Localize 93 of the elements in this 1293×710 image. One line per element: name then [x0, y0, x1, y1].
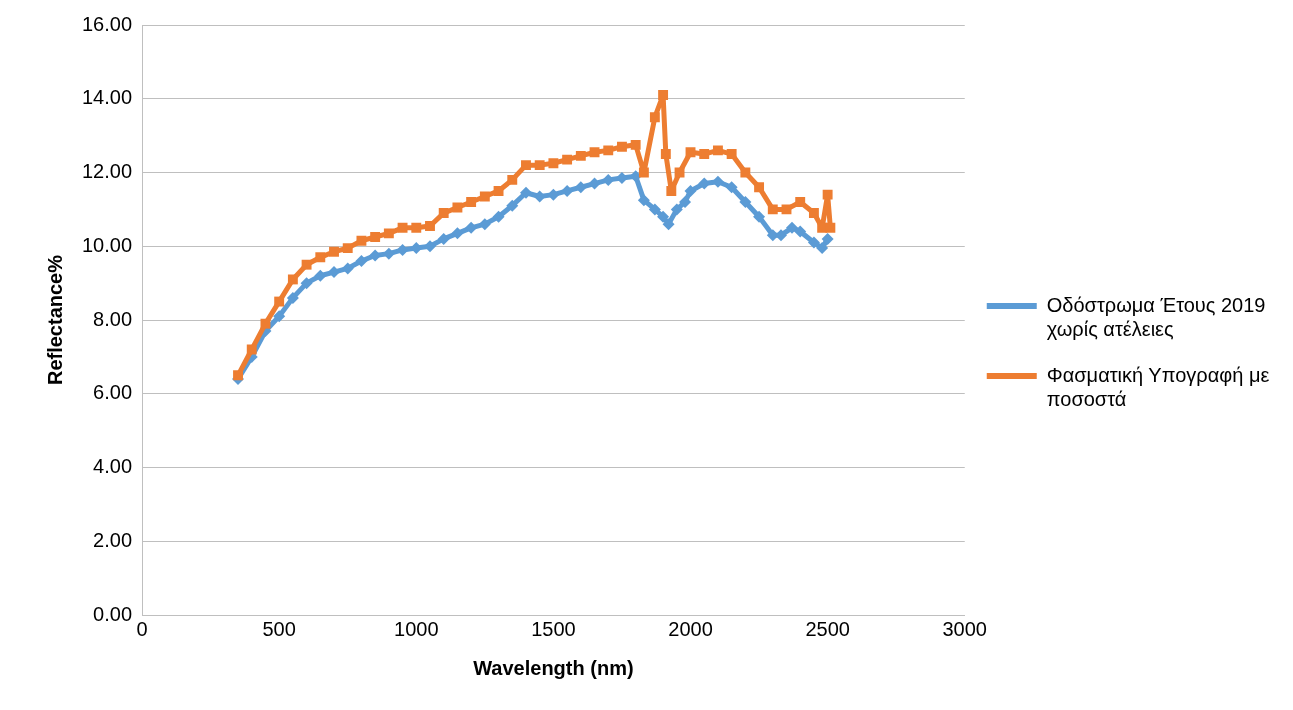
point: [638, 167, 649, 178]
point: [684, 184, 697, 197]
x-tick-label: 0: [136, 617, 148, 640]
y-tick-label: 4.00: [93, 455, 133, 478]
point: [637, 194, 650, 207]
point: [246, 344, 257, 355]
point: [785, 221, 798, 234]
x-tick-label: 500: [262, 617, 296, 640]
point: [273, 310, 286, 323]
point: [603, 145, 614, 156]
point: [355, 255, 368, 267]
point: [300, 277, 313, 290]
point: [286, 291, 299, 304]
point: [575, 150, 586, 161]
point: [648, 203, 661, 216]
point: [506, 199, 519, 212]
point: [679, 196, 692, 208]
y-tick-label: 8.00: [93, 307, 133, 330]
y-tick-label: 10.00: [81, 233, 133, 256]
x-tick-label: 2500: [805, 617, 850, 640]
point: [493, 185, 504, 196]
point: [466, 197, 477, 207]
point: [781, 204, 792, 215]
y-tick-label: 16.00: [81, 12, 133, 35]
point: [548, 158, 559, 169]
point: [712, 145, 723, 156]
point: [739, 196, 752, 208]
point: [825, 222, 836, 233]
point: [438, 208, 449, 219]
y-tick-label: 2.00: [93, 528, 133, 551]
point: [670, 203, 683, 216]
point: [519, 186, 532, 199]
point: [437, 232, 450, 245]
point: [660, 149, 671, 160]
point: [662, 218, 675, 231]
point: [274, 296, 285, 307]
point: [649, 112, 660, 123]
legend-label: Φασματική Υπογραφή με ποσοστά: [1046, 363, 1270, 410]
point: [699, 149, 710, 160]
point: [658, 90, 669, 101]
point: [411, 222, 422, 233]
point: [666, 185, 677, 196]
point: [492, 210, 505, 223]
point: [630, 139, 641, 150]
point: [740, 167, 751, 178]
point: [383, 228, 394, 239]
y-tick-label: 0.00: [93, 602, 133, 625]
point: [370, 232, 381, 242]
y-axis-title: Reflectance%: [43, 254, 66, 386]
point: [657, 210, 670, 223]
x-tick-label: 1500: [531, 617, 576, 640]
y-tick-label: 14.00: [81, 86, 133, 109]
x-tick-label: 3000: [942, 617, 987, 640]
point: [562, 154, 573, 165]
point: [588, 177, 601, 190]
point: [315, 252, 326, 263]
point: [795, 197, 806, 207]
x-tick-label: 1000: [394, 617, 439, 640]
y-tick-label: 6.00: [93, 381, 133, 404]
point: [260, 318, 271, 329]
point: [726, 149, 737, 160]
point: [725, 181, 738, 194]
point: [754, 182, 765, 193]
point: [287, 274, 298, 285]
point: [685, 147, 696, 158]
y-tick-label: 12.00: [81, 160, 133, 183]
point: [521, 160, 531, 171]
point: [233, 370, 243, 381]
point: [329, 246, 339, 257]
point: [808, 208, 819, 219]
point: [425, 221, 435, 231]
point: [589, 147, 600, 158]
point: [342, 243, 353, 254]
point: [822, 189, 833, 200]
point: [452, 202, 463, 213]
legend-label: Οδόστρωμα Έτους 2019 χωρίς ατέλειες: [1046, 293, 1266, 340]
point: [451, 227, 464, 240]
point: [816, 242, 829, 255]
point: [807, 236, 820, 249]
point: [397, 222, 408, 233]
point: [507, 174, 518, 185]
point: [534, 160, 545, 171]
point: [794, 225, 807, 238]
point: [341, 262, 354, 275]
x-axis-title: Wavelength (nm): [473, 656, 634, 679]
point: [767, 204, 778, 215]
point: [753, 210, 766, 223]
point: [301, 259, 312, 270]
x-tick-label: 2000: [668, 617, 713, 640]
point: [356, 235, 367, 246]
point: [617, 141, 627, 152]
point: [821, 232, 834, 245]
point: [479, 191, 490, 202]
